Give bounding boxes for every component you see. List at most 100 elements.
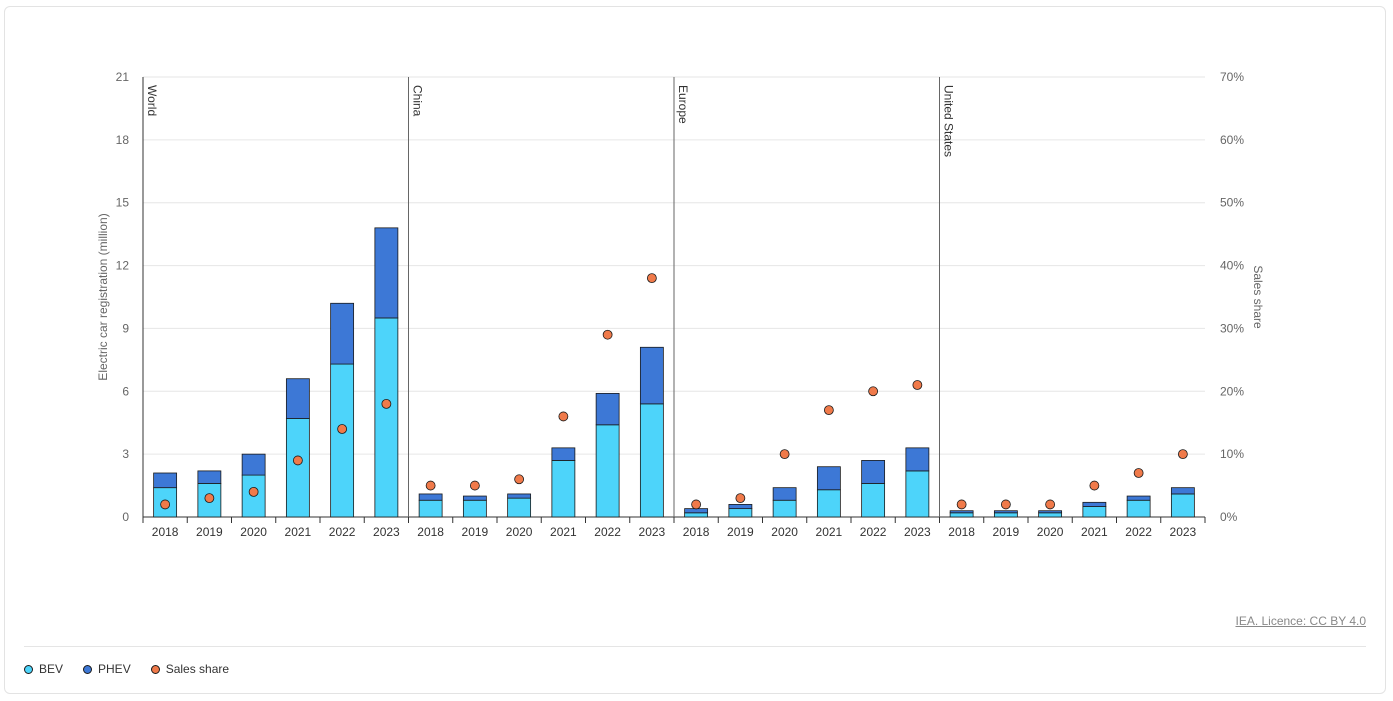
bev-bar: [462, 499, 487, 518]
x-tick-label: 2020: [1037, 525, 1064, 539]
x-tick-label: 2021: [1081, 525, 1108, 539]
x-tick-label: 2020: [771, 525, 798, 539]
sales-share-point: [1000, 499, 1011, 510]
legend-item-sales-share[interactable]: Sales share: [150, 662, 230, 676]
bev-bar: [418, 499, 443, 518]
y-tick-label: 3: [122, 447, 129, 461]
x-tick-label: 2020: [506, 525, 533, 539]
phev-bar: [728, 504, 753, 510]
x-tick-label: 2019: [462, 525, 489, 539]
phev-bar: [1170, 487, 1195, 495]
x-tick-label: 2020: [240, 525, 267, 539]
x-tick-label: 2019: [196, 525, 223, 539]
y-tick-label: 21: [116, 70, 130, 84]
bev-bar: [1170, 493, 1195, 518]
bev-bar: [861, 483, 886, 518]
bev-bar: [639, 403, 664, 518]
y2-tick-label: 10%: [1220, 447, 1244, 461]
sales-share-point: [160, 499, 171, 510]
bev-bar: [285, 418, 310, 518]
phev-bar: [1038, 510, 1063, 514]
bev-bar: [595, 424, 620, 518]
y2-tick-label: 20%: [1220, 384, 1244, 398]
sales-share-point: [337, 424, 348, 434]
y-tick-label: 6: [122, 384, 129, 398]
phev-bar: [772, 487, 797, 501]
phev-bar: [816, 466, 841, 491]
x-tick-label: 2023: [1170, 525, 1197, 539]
y-tick-label: 15: [116, 196, 130, 210]
phev-bar: [153, 472, 178, 489]
bev-bar: [1126, 499, 1151, 518]
phev-bar: [374, 227, 399, 319]
bev-bar: [728, 508, 753, 518]
legend-label-bev: BEV: [39, 662, 64, 676]
panel-label: Europe: [676, 85, 690, 124]
x-tick-label: 2022: [860, 525, 887, 539]
x-tick-label: 2022: [329, 525, 356, 539]
bev-bar: [905, 470, 930, 518]
phev-bar: [462, 495, 487, 501]
bev-swatch: [24, 664, 33, 674]
y2-tick-label: 0%: [1220, 510, 1238, 524]
bev-bar: [374, 317, 399, 518]
y-tick-label: 9: [122, 321, 129, 335]
bev-bar: [507, 497, 532, 518]
x-tick-label: 2023: [904, 525, 931, 539]
legend-item-phev[interactable]: PHEV: [83, 662, 131, 676]
sales-share-point: [956, 499, 967, 510]
phev-bar: [418, 493, 443, 501]
sales-share-point: [646, 273, 657, 284]
sales-share-point: [735, 493, 746, 504]
bev-bar: [816, 489, 841, 518]
x-tick-label: 2021: [816, 525, 843, 539]
x-tick-label: 2018: [152, 525, 179, 539]
sales-share-point: [1133, 468, 1144, 478]
x-tick-label: 2018: [683, 525, 710, 539]
phev-bar: [507, 493, 532, 499]
sales-share-point: [868, 386, 879, 397]
x-tick-label: 2018: [417, 525, 444, 539]
panel-label: China: [411, 85, 425, 117]
y2-axis-title: Sales share: [1251, 265, 1265, 329]
phev-bar: [861, 460, 886, 484]
legend: BEV PHEV Sales share: [24, 662, 229, 676]
chart-card: [4, 6, 1386, 694]
sales-share-point: [292, 455, 303, 466]
y-tick-label: 0: [122, 510, 129, 524]
sales-share-point: [691, 499, 702, 510]
phev-bar: [197, 470, 222, 484]
x-tick-label: 2023: [639, 525, 666, 539]
phev-swatch: [83, 664, 93, 674]
legend-label-sales-share: Sales share: [165, 662, 230, 676]
sales-share-point: [204, 493, 215, 504]
legend-item-bev[interactable]: BEV: [24, 662, 63, 676]
legend-label-phev: PHEV: [98, 662, 131, 676]
x-tick-label: 2018: [948, 525, 975, 539]
y-tick-label: 18: [116, 133, 130, 147]
sales-share-point: [823, 405, 834, 416]
y2-tick-label: 50%: [1220, 196, 1244, 210]
panel-label: United States: [942, 85, 956, 157]
x-tick-label: 2023: [373, 525, 400, 539]
x-tick-label: 2021: [285, 525, 312, 539]
sales-share-point: [381, 398, 392, 409]
phev-bar: [1126, 495, 1151, 501]
x-tick-label: 2019: [727, 525, 754, 539]
y2-tick-label: 30%: [1220, 321, 1244, 335]
sales-share-swatch: [150, 664, 160, 674]
sales-share-point: [912, 380, 923, 390]
y-axis-title: Electric car registration (million): [96, 213, 110, 380]
phev-bar: [595, 392, 620, 426]
licence-link[interactable]: IEA. Licence: CC BY 4.0: [1235, 614, 1366, 628]
bev-bar: [684, 512, 709, 518]
bev-bar: [1082, 506, 1107, 518]
bev-bar: [551, 460, 576, 518]
panel-label: World: [145, 85, 159, 116]
x-tick-label: 2022: [1125, 525, 1152, 539]
sales-share-point: [469, 480, 480, 491]
phev-bar: [905, 447, 930, 472]
phev-bar: [1082, 501, 1107, 507]
phev-bar: [993, 510, 1018, 514]
